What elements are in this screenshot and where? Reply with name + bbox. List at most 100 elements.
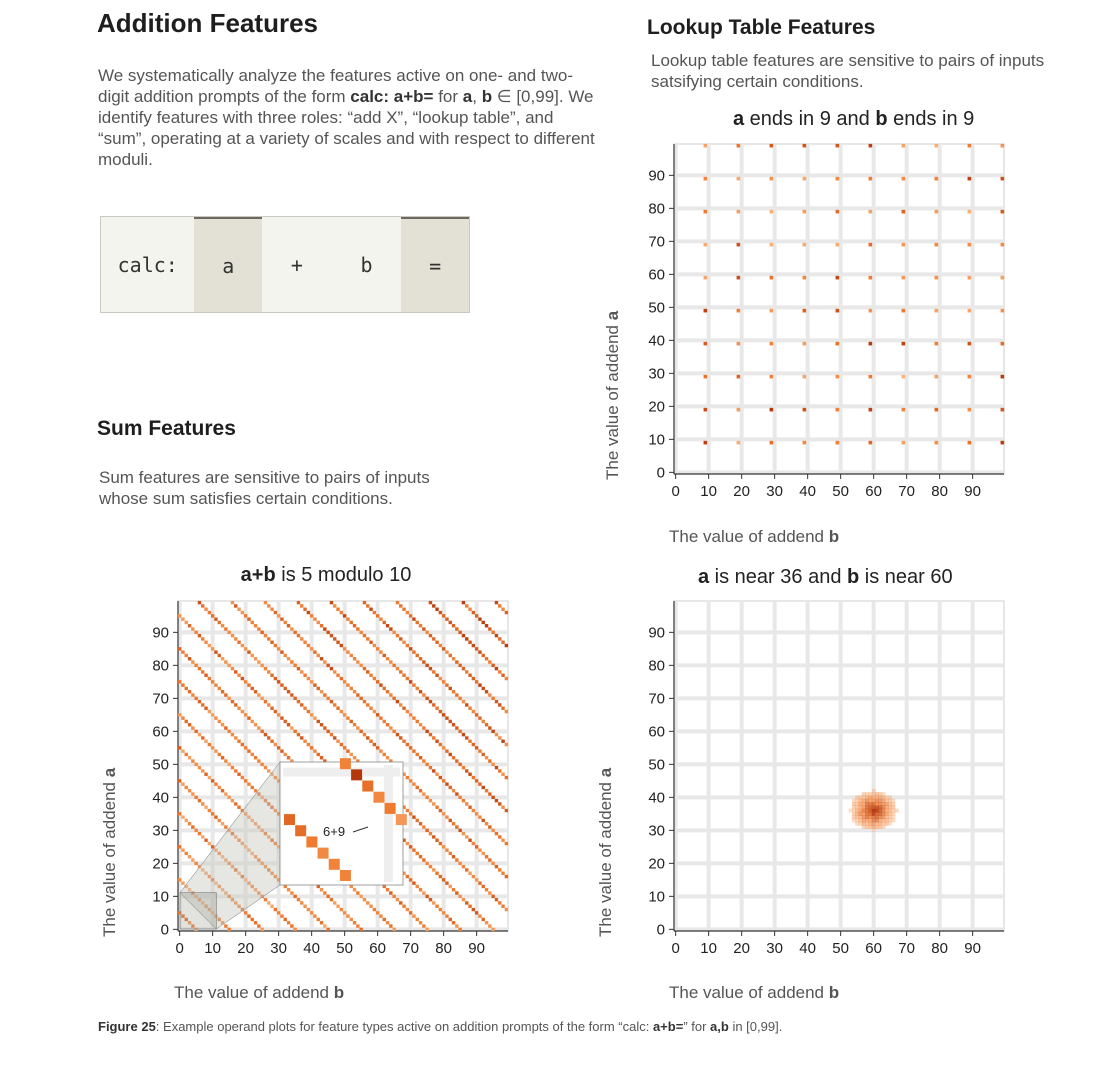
- sum-cell: [422, 627, 426, 631]
- sum-cell: [389, 891, 393, 895]
- near-y-tick-label: 90: [648, 624, 665, 641]
- near-x-tick-label: 30: [766, 940, 783, 957]
- lookup-cell: [769, 143, 774, 148]
- lookup-cell: [736, 143, 741, 148]
- near-y-tick-label: 60: [648, 723, 665, 740]
- sum-cell: [224, 924, 228, 928]
- sum-cell: [435, 607, 439, 611]
- sum-cell: [481, 686, 485, 691]
- sum-cell: [445, 848, 449, 852]
- sum-cell: [323, 759, 327, 763]
- sum-cell: [399, 604, 403, 608]
- sum-cell: [197, 732, 202, 737]
- near-cell: [881, 808, 886, 813]
- sum-cell: [201, 604, 205, 608]
- lookup-x-tick-label: 10: [700, 483, 717, 500]
- near-cell: [858, 802, 863, 806]
- sum-cell: [356, 924, 360, 928]
- sum-cell: [451, 822, 456, 826]
- sum-cell: [346, 716, 350, 720]
- near-cell: [888, 802, 893, 806]
- lookup-cell: [901, 407, 906, 412]
- sum-cell: [247, 716, 251, 720]
- sum-cell: [484, 888, 489, 892]
- near-cell: [861, 808, 866, 813]
- sum-cell: [210, 845, 215, 849]
- lookup-x-tick-label: 0: [671, 483, 679, 500]
- sum-cell: [280, 914, 284, 918]
- sum-cell: [243, 878, 248, 882]
- sum-cell: [319, 921, 324, 925]
- sum-cell: [412, 881, 416, 885]
- sum-cell: [280, 650, 284, 654]
- sum-cell: [290, 627, 294, 631]
- sum-cell: [356, 726, 360, 730]
- sum-cell: [177, 614, 182, 618]
- near-cell: [851, 815, 856, 820]
- lookup-y-tick-label: 40: [648, 332, 665, 349]
- sum-cell: [445, 749, 449, 753]
- sum-cell: [326, 663, 330, 668]
- sum-cell: [491, 795, 495, 800]
- sum-cell: [382, 653, 386, 658]
- sum-cell: [422, 660, 426, 664]
- sum-cell: [197, 765, 202, 770]
- sum-cell: [435, 772, 439, 776]
- sum-cell: [313, 914, 317, 918]
- sum-cell: [227, 696, 231, 701]
- sum-cell: [494, 600, 499, 605]
- sum-cell: [405, 643, 410, 648]
- sum-cell: [326, 894, 330, 899]
- sum-cell: [260, 861, 264, 866]
- sum-cell: [441, 878, 446, 882]
- sum-cell: [263, 732, 268, 737]
- sum-cell: [243, 911, 248, 915]
- sum-cell: [293, 630, 297, 635]
- sum-cell: [441, 845, 446, 849]
- sum-cell: [286, 690, 291, 694]
- sum-cell: [451, 624, 456, 628]
- near-cell: [875, 792, 879, 796]
- lookup-cell: [934, 308, 939, 313]
- sum-cell: [441, 746, 446, 750]
- sum-cell: [402, 640, 406, 644]
- sum-cell: [385, 657, 390, 661]
- sum-cell: [498, 736, 502, 740]
- lookup-cell: [736, 242, 741, 247]
- sum-cell: [253, 756, 258, 760]
- sum-cell: [204, 739, 208, 743]
- lookup-cell: [835, 374, 840, 379]
- sum-cell: [323, 693, 327, 697]
- sum-cell: [240, 643, 245, 648]
- sum-cell: [276, 680, 281, 684]
- sum-cell: [326, 729, 330, 734]
- sum-cell: [224, 726, 228, 730]
- sum-cell: [177, 746, 182, 750]
- sum-cell: [461, 699, 466, 704]
- sum-cell: [481, 653, 485, 658]
- sum-cell: [481, 884, 485, 889]
- sum-cell: [303, 904, 307, 908]
- sum-cell: [263, 798, 268, 803]
- sum-x-tick-label: 50: [336, 940, 353, 957]
- sum-cell: [468, 640, 472, 644]
- sum-cell: [316, 620, 320, 625]
- sum-cell: [250, 851, 254, 856]
- sum-cell: [418, 921, 423, 925]
- sum-cell: [204, 838, 208, 842]
- sum-cell: [405, 709, 410, 714]
- sum-cell: [184, 752, 188, 757]
- sum-cell: [224, 792, 228, 796]
- sum-cell: [352, 624, 357, 628]
- sum-cell: [234, 703, 238, 707]
- sum-cell: [263, 831, 268, 836]
- near-cell: [865, 805, 869, 810]
- sum-cell: [313, 716, 317, 720]
- sum-cell: [494, 864, 499, 869]
- near-cell: [881, 811, 886, 816]
- chart-title-near: a is near 36 and b is near 60: [698, 566, 953, 588]
- sum-cell: [309, 911, 314, 915]
- sum-cell: [247, 782, 251, 786]
- sum-cell: [494, 798, 499, 803]
- sum-cell: [240, 874, 245, 879]
